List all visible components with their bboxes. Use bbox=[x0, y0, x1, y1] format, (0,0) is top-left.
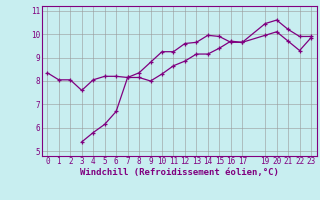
X-axis label: Windchill (Refroidissement éolien,°C): Windchill (Refroidissement éolien,°C) bbox=[80, 168, 279, 177]
